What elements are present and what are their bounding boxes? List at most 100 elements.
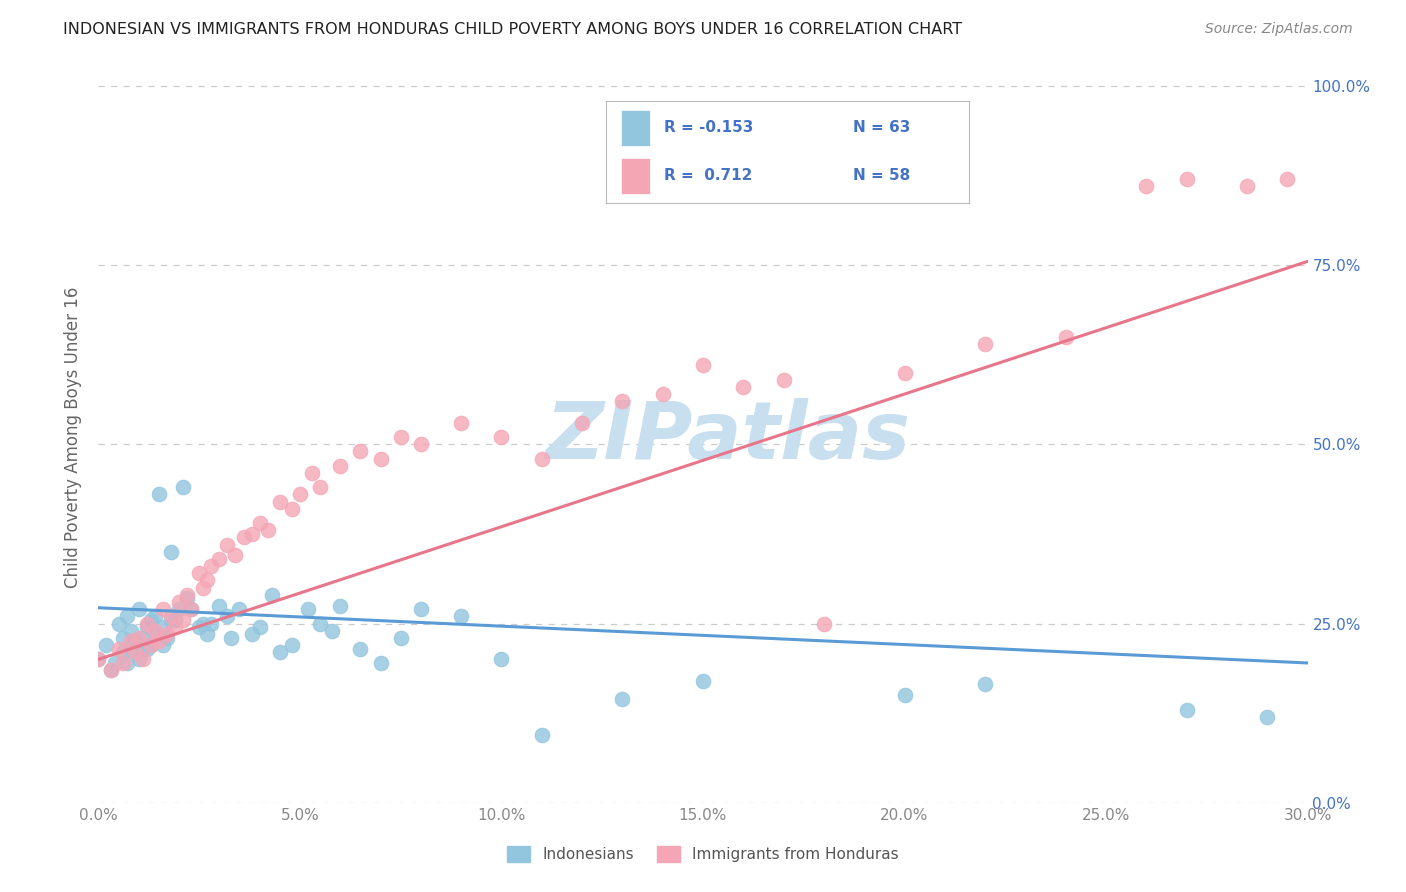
Point (1175, 702, 1198, 716)
Point (269, 645, 291, 659)
Point (240, 527, 263, 541)
Point (281, 501, 304, 516)
Point (389, 430, 412, 444)
Point (571, 416, 593, 430)
Point (228, 602, 250, 616)
Point (1277, 172, 1299, 186)
Point (651, 387, 673, 401)
Point (281, 638, 304, 652)
Point (148, 634, 170, 648)
Point (269, 494, 291, 508)
Point (132, 652, 155, 666)
Legend: Indonesians, Immigrants from Honduras: Indonesians, Immigrants from Honduras (501, 840, 905, 868)
Point (974, 677, 997, 691)
Point (107, 616, 129, 631)
Point (132, 631, 155, 645)
Point (200, 559, 222, 574)
Point (143, 627, 166, 641)
Point (193, 616, 215, 631)
Point (128, 652, 150, 666)
Point (156, 631, 179, 645)
Point (200, 616, 222, 631)
Point (103, 656, 125, 670)
Point (163, 613, 186, 627)
Point (176, 591, 198, 606)
Point (349, 641, 371, 656)
Point (111, 645, 134, 659)
Y-axis label: Child Poverty Among Boys Under 16: Child Poverty Among Boys Under 16 (65, 286, 83, 588)
Point (135, 616, 157, 631)
Point (1135, 179, 1157, 194)
Point (135, 641, 157, 656)
Point (530, 728, 553, 742)
Point (120, 624, 142, 638)
Point (370, 451, 392, 466)
Point (389, 631, 412, 645)
Point (1256, 710, 1278, 724)
Point (188, 566, 211, 581)
Point (232, 531, 254, 545)
Point (156, 627, 179, 641)
Point (111, 656, 134, 670)
Point (772, 373, 794, 387)
Point (297, 602, 319, 616)
Point (124, 634, 146, 648)
Point (163, 620, 186, 634)
Point (111, 631, 134, 645)
Point (176, 588, 198, 602)
Point (329, 458, 352, 473)
Point (143, 624, 166, 638)
Point (329, 599, 352, 613)
Point (96, 638, 118, 652)
Point (120, 641, 142, 656)
Point (195, 574, 218, 588)
Point (450, 609, 472, 624)
Point (240, 627, 263, 641)
Point (208, 552, 231, 566)
Point (135, 620, 157, 634)
Point (301, 466, 323, 480)
Point (139, 638, 162, 652)
Point (160, 545, 183, 559)
Point (612, 691, 634, 706)
Point (180, 602, 202, 616)
Point (128, 631, 150, 645)
Point (491, 430, 513, 444)
Point (208, 599, 231, 613)
Text: ZIPatlas: ZIPatlas (544, 398, 910, 476)
Point (87, 652, 110, 666)
Point (349, 444, 371, 458)
Point (321, 624, 343, 638)
Point (132, 641, 155, 656)
Point (249, 620, 271, 634)
Point (256, 524, 278, 538)
Point (167, 602, 190, 616)
Point (188, 620, 211, 634)
Point (733, 380, 755, 394)
Point (115, 609, 138, 624)
Point (100, 663, 122, 677)
Point (195, 627, 218, 641)
Point (692, 673, 714, 688)
Point (120, 634, 142, 648)
Point (612, 394, 634, 409)
Point (409, 437, 432, 451)
Point (530, 451, 553, 466)
Point (409, 602, 432, 616)
Point (309, 616, 332, 631)
Point (139, 613, 162, 627)
Point (172, 613, 194, 627)
Point (128, 602, 150, 616)
Point (152, 602, 174, 616)
Point (813, 616, 835, 631)
Point (974, 336, 997, 351)
Point (193, 581, 215, 595)
Point (107, 641, 129, 656)
Point (224, 549, 246, 563)
Point (172, 480, 194, 494)
Point (152, 620, 174, 634)
Point (221, 631, 243, 645)
Point (288, 487, 311, 501)
Point (167, 595, 190, 609)
Point (370, 656, 392, 670)
